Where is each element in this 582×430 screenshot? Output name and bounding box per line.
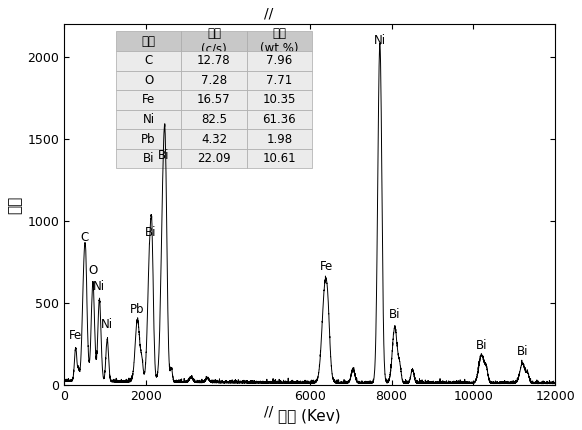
Text: O: O	[88, 264, 98, 276]
Text: //: //	[264, 6, 274, 21]
Text: Ni: Ni	[101, 318, 113, 331]
Text: Ni: Ni	[93, 280, 105, 293]
Text: Bi: Bi	[389, 308, 400, 321]
Text: Pb: Pb	[130, 303, 145, 316]
Text: Bi: Bi	[517, 345, 528, 359]
Text: Fe: Fe	[69, 329, 82, 342]
Text: //: //	[264, 405, 274, 418]
Text: Fe: Fe	[320, 260, 333, 273]
Y-axis label: 强度: 强度	[7, 195, 22, 214]
Text: Bi: Bi	[476, 339, 487, 352]
Text: Bi: Bi	[158, 149, 169, 162]
X-axis label: 能量 (Kev): 能量 (Kev)	[278, 408, 341, 423]
Text: C: C	[80, 231, 88, 244]
Text: Bi: Bi	[144, 226, 156, 239]
Text: Ni: Ni	[374, 34, 386, 47]
